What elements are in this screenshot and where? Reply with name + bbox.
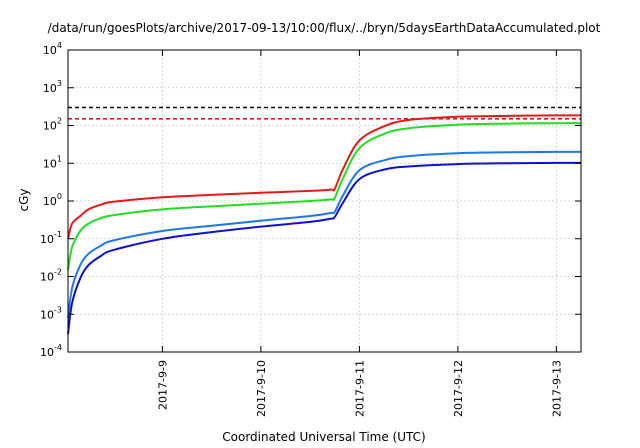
y-tick-label: 10-2: [40, 268, 62, 284]
y-tick-label: 10-1: [40, 230, 62, 246]
x-tick-label: 2017-9-13: [550, 360, 563, 417]
series-line-4: [67, 161, 581, 335]
y-tick-label: 103: [43, 79, 62, 95]
y-tick-label: 101: [43, 154, 62, 170]
y-tick-label: 104: [43, 41, 62, 57]
x-axis-title: Coordinated Universal Time (UTC): [222, 430, 425, 444]
y-axis-title: cGy: [17, 189, 31, 212]
y-tick-label: 100: [43, 192, 62, 208]
series-line-2: [67, 122, 582, 271]
threshold-lines: [68, 106, 581, 120]
x-axis-ticks: 2017-9-9 2017-9-10 2017-9-11 2017-9-12 2017-…: [156, 50, 563, 417]
y-tick-label: 102: [43, 117, 62, 133]
chart-title: /data/run/goesPlots/archive/2017-09-13/1…: [48, 21, 601, 35]
x-tick-label: 2017-9-10: [255, 360, 268, 417]
x-tick-label: 2017-9-9: [156, 360, 169, 410]
series-line-3: [67, 150, 582, 319]
y-tick-label: 10-4: [40, 343, 62, 359]
data-series: [67, 114, 582, 335]
x-tick-label: 2017-9-12: [452, 360, 465, 417]
y-tick-label: 10-3: [40, 305, 62, 321]
y-axis-ticks: 10-4 10-3 10-2 10-1 100 101 102 103 104: [40, 41, 581, 359]
series-line-1: [67, 114, 582, 240]
x-tick-label: 2017-9-11: [353, 360, 366, 417]
